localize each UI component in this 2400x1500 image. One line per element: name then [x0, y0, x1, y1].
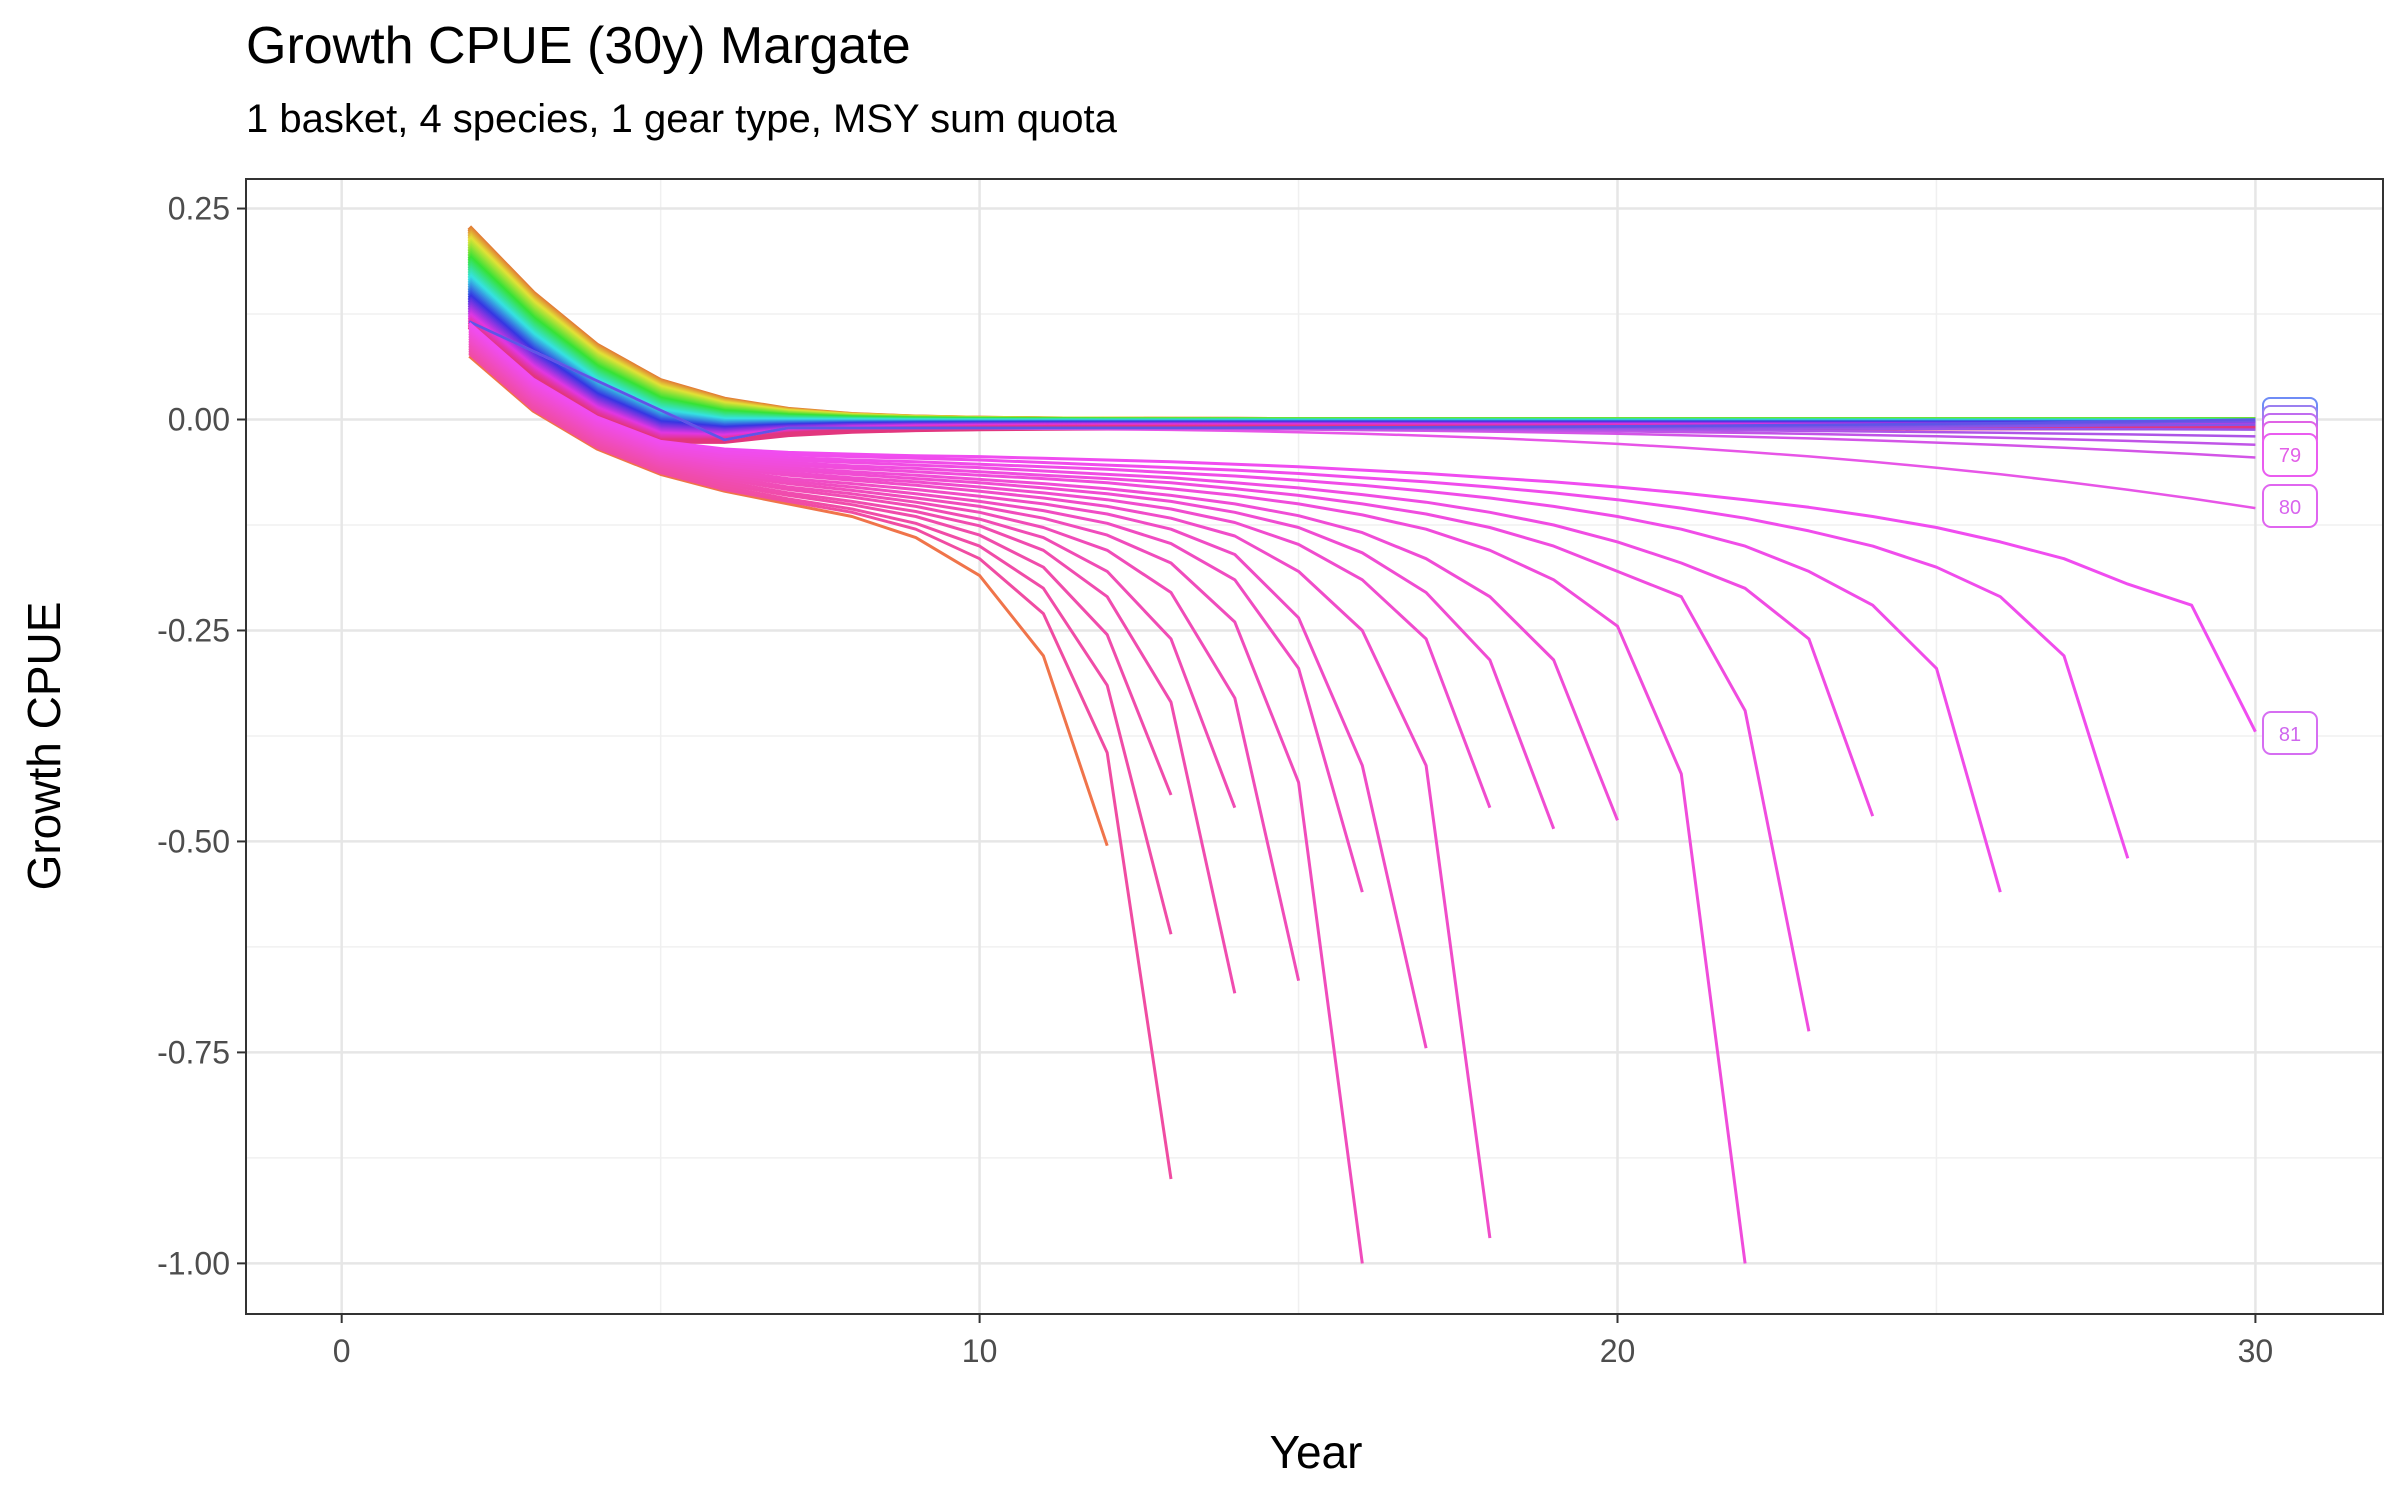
- fan-series-line: [467, 225, 2256, 422]
- x-axis-label: Year: [1270, 1426, 1363, 1478]
- chart-subtitle: 1 basket, 4 species, 1 gear type, MSY su…: [246, 97, 1117, 141]
- y-tick-label: -0.50: [157, 823, 230, 859]
- collapsing-series-line: [468, 330, 1747, 1264]
- collapsing-series-line: [468, 340, 1364, 893]
- line-label-80: 80: [2262, 484, 2318, 528]
- x-tick-label: 0: [333, 1333, 351, 1369]
- fan-series-line: [467, 259, 2256, 423]
- fan-series-line: [467, 248, 2256, 423]
- fan-series-line: [467, 235, 2256, 423]
- chart-title: Growth CPUE (30y) Margate: [246, 17, 911, 75]
- collapsing-series-line: [468, 339, 1428, 1049]
- fan-series-line: [467, 237, 2256, 423]
- panel-border: [245, 178, 2384, 1315]
- series-lines: [467, 225, 2257, 1264]
- collapsing-series-line: [468, 335, 1492, 809]
- fan-series-line: [467, 255, 2256, 423]
- fan-series-line: [467, 260, 2256, 424]
- x-tick-label: 20: [1600, 1333, 1636, 1369]
- flat-series-line: [468, 320, 2256, 442]
- fan-series-line: [467, 230, 2256, 422]
- line-label-80-text: 80: [2279, 497, 2301, 519]
- collapsing-series-line: [468, 350, 1173, 935]
- line-label-81: 81: [2262, 711, 2318, 755]
- collapsing-series-line: [468, 342, 1364, 1264]
- y-tick-label: -1.00: [157, 1245, 230, 1281]
- collapsing-series-line: [468, 327, 1875, 817]
- fan-series-line: [467, 253, 2256, 423]
- grid: [246, 179, 2383, 1314]
- fan-series-line: [467, 242, 2256, 423]
- fan-series-line: [467, 264, 2256, 424]
- collapsing-series-line: [468, 337, 1492, 1239]
- y-tick-label: -0.25: [157, 612, 230, 648]
- collapsing-series-line: [468, 328, 1811, 1032]
- collapsing-series-line: [468, 345, 1237, 809]
- fan-series-line: [467, 247, 2256, 423]
- fan-series-line: [467, 240, 2256, 423]
- line-label-79: 79: [2262, 433, 2318, 477]
- fan-series-line: [467, 243, 2256, 423]
- fan-series-line: [467, 228, 2256, 422]
- y-tick-label: 0.25: [168, 191, 230, 227]
- line-label-79-text: 79: [2279, 445, 2301, 467]
- collapsing-series-line: [468, 322, 2257, 733]
- fan-series-line: [467, 233, 2256, 423]
- line-label-81-text: 81: [2279, 724, 2301, 746]
- fan-series-line: [467, 227, 2256, 422]
- collapsing-series-line: [468, 344, 1301, 982]
- y-tick-label: -0.75: [157, 1034, 230, 1070]
- fan-series-line: [467, 262, 2256, 424]
- x-tick-label: 10: [962, 1333, 998, 1369]
- collapsing-series-line: [468, 332, 1619, 821]
- fan-series-line: [467, 250, 2256, 423]
- line-end-labels: 79 80 81: [2262, 397, 2318, 755]
- axes: [245, 178, 2384, 1315]
- x-tick-label: 30: [2238, 1333, 2274, 1369]
- fan-series-line: [467, 265, 2256, 424]
- y-tick-label: 0.00: [168, 402, 230, 438]
- fan-series-line: [467, 252, 2256, 423]
- fan-series-line: [467, 238, 2256, 423]
- fan-series-line: [467, 245, 2256, 423]
- collapsing-series-line: [468, 325, 2002, 893]
- collapsing-series-line: [468, 323, 2130, 859]
- collapsing-series-line: [468, 333, 1556, 830]
- fan-series-line: [467, 267, 2256, 424]
- collapsing-series-line: [468, 347, 1237, 994]
- tick-labels: 0 10 20 30 0.25 0.00 -0.25 -0.50 -0.75 -1.00: [157, 191, 2273, 1369]
- y-axis-label: Growth CPUE: [18, 602, 70, 891]
- fan-series-line: [467, 257, 2256, 423]
- fan-series-line: [467, 269, 2256, 424]
- fan-series-line: [467, 232, 2256, 422]
